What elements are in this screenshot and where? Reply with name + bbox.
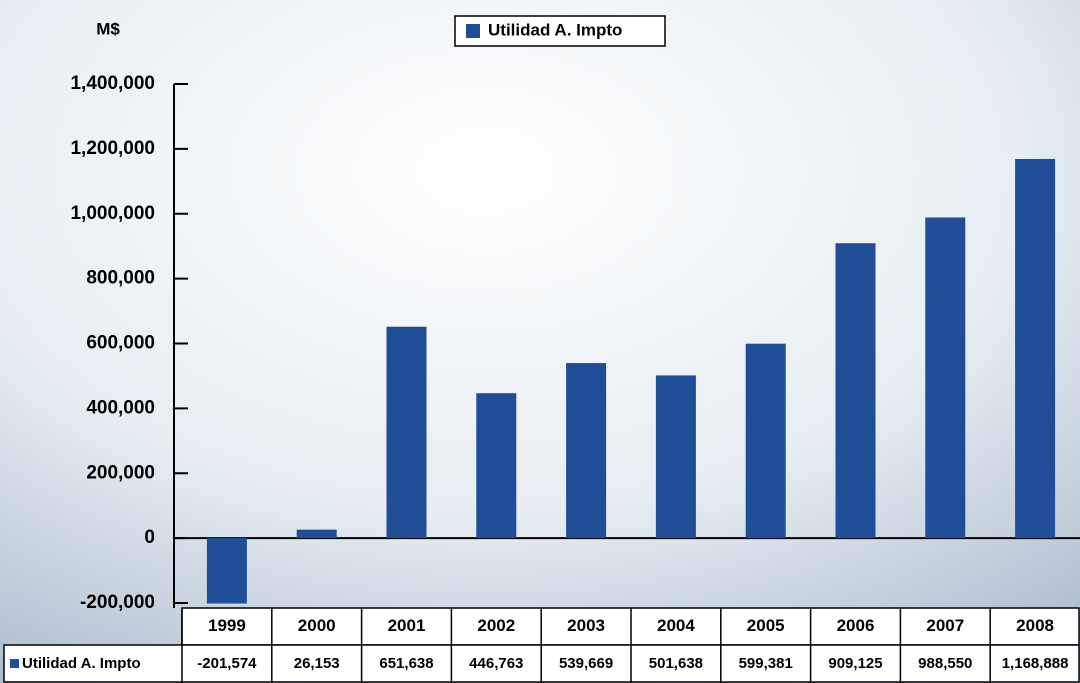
table-value: 501,638 (649, 655, 703, 672)
x-tick-label: 2005 (747, 616, 785, 635)
x-tick-label: 2001 (388, 616, 426, 635)
y-tick-label: 400,000 (86, 397, 155, 418)
bar (925, 217, 966, 539)
x-tick-label: 2006 (837, 616, 875, 635)
table-value: 651,638 (379, 655, 433, 672)
bar (296, 529, 337, 539)
table-value: 539,669 (559, 655, 613, 672)
x-tick-label: 2007 (926, 616, 964, 635)
table-series-label: Utilidad A. Impto (22, 655, 141, 672)
y-tick-label: 1,200,000 (70, 138, 155, 159)
bar (386, 326, 427, 539)
bar (566, 363, 607, 539)
x-tick-label: 1999 (208, 616, 246, 635)
table-value: 909,125 (828, 655, 882, 672)
table-value: -201,574 (197, 655, 257, 672)
table-value: 26,153 (294, 655, 340, 672)
x-tick-label: 2000 (298, 616, 336, 635)
bar (745, 343, 786, 539)
legend-swatch (466, 24, 480, 38)
y-tick-label: 800,000 (86, 268, 155, 289)
table-value: 599,381 (739, 655, 793, 672)
x-tick-label: 2008 (1016, 616, 1054, 635)
x-tick-label: 2004 (657, 616, 695, 635)
y-tick-label: 1,400,000 (70, 73, 155, 94)
y-tick-label: 1,000,000 (70, 203, 155, 224)
table-value: 446,763 (469, 655, 523, 672)
bar (206, 538, 247, 604)
y-tick-label: 200,000 (86, 462, 155, 483)
table-value: 988,550 (918, 655, 972, 672)
legend-label: Utilidad A. Impto (488, 20, 622, 39)
bar (1015, 158, 1056, 539)
y-axis-label: M$ (96, 19, 120, 38)
y-tick-label: -200,000 (80, 592, 155, 613)
y-tick-label: 0 (144, 527, 155, 548)
bar (476, 393, 517, 539)
bar (655, 375, 696, 539)
x-tick-label: 2002 (477, 616, 515, 635)
bar (835, 243, 876, 539)
table-value: 1,168,888 (1002, 655, 1069, 672)
x-tick-label: 2003 (567, 616, 605, 635)
table-swatch (10, 659, 19, 668)
y-tick-label: 600,000 (86, 333, 155, 354)
legend-box (454, 15, 666, 47)
